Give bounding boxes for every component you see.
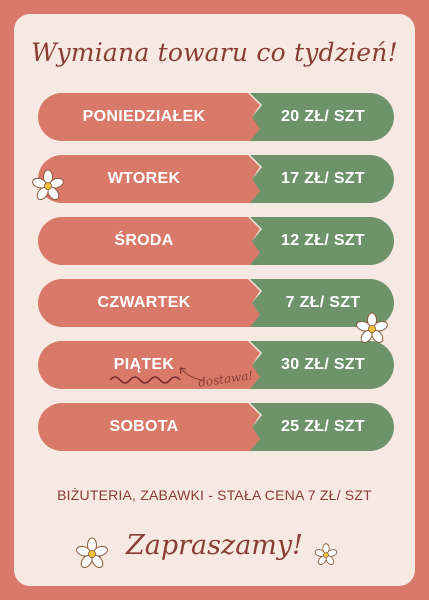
flower-icon [76, 537, 108, 569]
price-pill [250, 155, 394, 203]
price-label: 25 ZŁ/ SZT [281, 418, 365, 435]
schedule-row-saturday: SOBOTA 25 ZŁ/ SZT [38, 403, 394, 451]
day-label: PIĄTEK [113, 356, 175, 373]
curved-arrow-icon [179, 367, 205, 381]
day-label: SOBOTA [109, 418, 179, 435]
price-label: 30 ZŁ/ SZT [281, 356, 365, 373]
schedule-row-thursday: CZWARTEK 7 ZŁ/ SZT [38, 279, 394, 327]
flower-icon [314, 543, 338, 565]
price-label: 12 ZŁ/ SZT [281, 232, 365, 249]
day-pill [38, 217, 262, 265]
day-label: CZWARTEK [97, 294, 191, 311]
day-pill [38, 93, 262, 141]
squiggle-underline [109, 376, 181, 384]
flower-icon [356, 312, 388, 344]
day-label: PONIEDZIAŁEK [82, 108, 206, 125]
price-pill [250, 217, 394, 265]
poster-title: Wymiana towaru co tydzień! [31, 38, 398, 67]
price-pill [250, 403, 394, 451]
day-pill [38, 155, 262, 203]
price-pill [250, 341, 394, 389]
closing-text: Zapraszamy! [125, 530, 304, 561]
price-label: 20 ZŁ/ SZT [281, 108, 365, 125]
price-label: 7 ZŁ/ SZT [285, 294, 361, 311]
schedule-row-monday: PONIEDZIAŁEK 20 ZŁ/ SZT [38, 93, 394, 141]
day-label: ŚRODA [114, 232, 174, 249]
schedule-row-wednesday: ŚRODA 12 ZŁ/ SZT [38, 217, 394, 265]
flower-icon [32, 169, 64, 201]
price-label: 17 ZŁ/ SZT [281, 170, 365, 187]
footer-note: BIŻUTERIA, ZABAWKI - STAŁA CENA 7 ZŁ/ SZ… [57, 487, 372, 503]
schedule-row-tuesday: WTOREK 17 ZŁ/ SZT [38, 155, 394, 203]
price-pill [250, 93, 394, 141]
day-label: WTOREK [107, 170, 181, 187]
day-pill [38, 279, 262, 327]
day-pill [38, 403, 262, 451]
